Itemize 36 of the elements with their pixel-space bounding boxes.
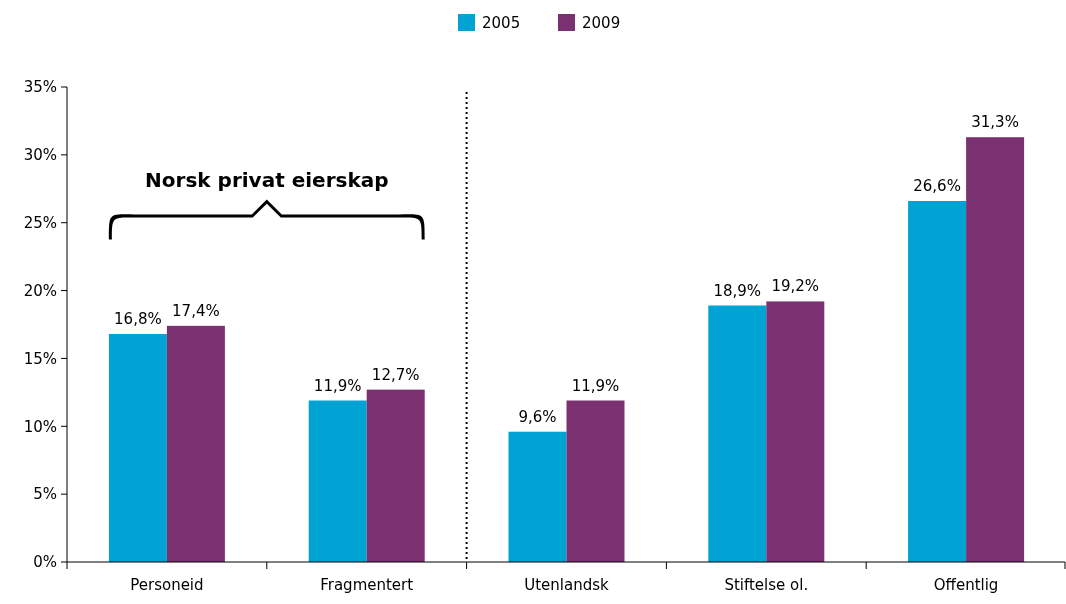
y-tick-label: 25% [23,213,57,232]
y-tick-label: 30% [23,146,57,165]
bar [708,305,767,562]
bar [166,325,225,562]
bar [566,400,625,562]
data-label: 18,9% [713,281,762,300]
data-label: 11,9% [571,376,620,395]
data-label: 26,6% [913,177,961,195]
bar [366,389,425,562]
y-tick-label: 10% [23,417,57,436]
bar [308,400,367,562]
data-label: 17,4% [172,301,220,320]
legend-label: 2009 [582,14,621,33]
y-tick-label: 0% [33,553,57,572]
bar [766,301,825,562]
bar [508,431,567,562]
x-tick-label: Utenlandsk [524,576,610,594]
x-tick-label: Personeid [130,576,204,594]
data-label: 16,8% [114,310,162,328]
x-tick-label: Stiftelse ol. [724,576,809,594]
data-label: 31,3% [971,113,1019,132]
x-tick-label: Fragmentert [320,576,414,594]
bar [108,334,167,562]
x-tick-label: Offentlig [933,576,999,594]
y-tick-label: 5% [33,485,57,504]
y-tick-label: 20% [23,281,57,300]
y-tick-label: 35% [23,78,57,97]
data-label: 19,2% [771,277,820,296]
bar [908,201,967,562]
y-tick-label: 15% [23,349,57,368]
data-label: 9,6% [518,407,557,426]
data-label: 11,9% [313,376,362,395]
bar [966,137,1025,562]
legend-label: 2005 [482,14,521,33]
annotation: Norsk privat eierskap [145,167,389,192]
data-label: 12,7% [371,365,420,384]
